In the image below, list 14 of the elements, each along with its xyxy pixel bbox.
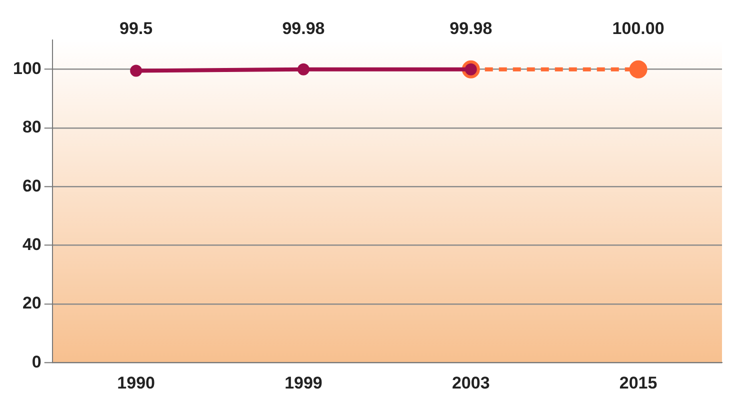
data-label: 99.98	[450, 19, 492, 38]
y-tick-label: 40	[22, 234, 42, 254]
data-label: 99.98	[282, 19, 325, 38]
data-label: 100.00	[612, 19, 664, 38]
y-tick-label: 60	[22, 176, 42, 196]
x-tick-label: 1990	[117, 373, 155, 392]
data-label: 99.5	[120, 19, 153, 38]
y-tick-label: 20	[22, 294, 42, 313]
y-tick-label: 0	[32, 352, 42, 372]
x-tick-label: 2003	[452, 373, 490, 392]
x-tick-label: 1999	[284, 373, 322, 392]
x-tick-label: 2015	[619, 373, 658, 392]
y-tick-label: 80	[22, 118, 42, 137]
y-tick-label: 100	[12, 59, 42, 78]
